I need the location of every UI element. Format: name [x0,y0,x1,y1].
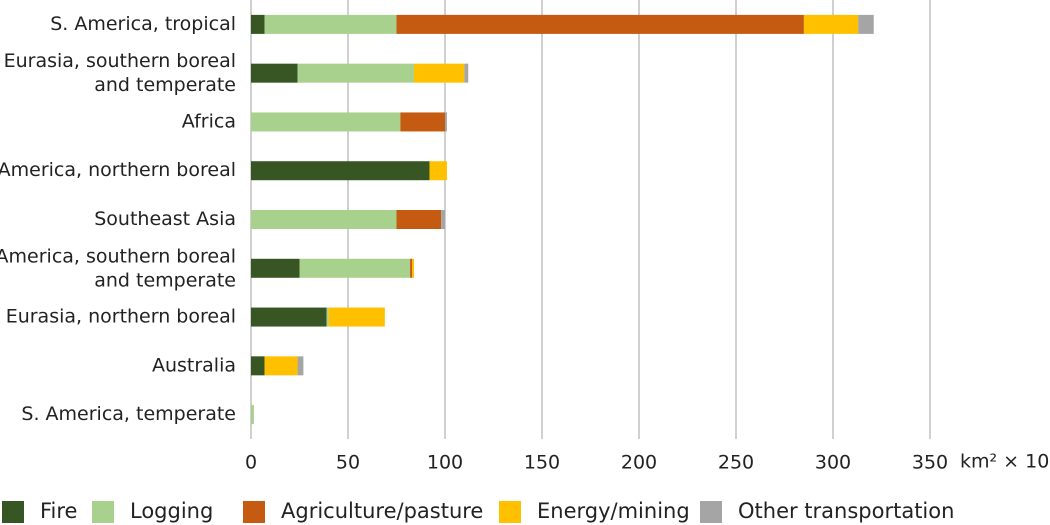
x-tick-label: 200 [621,452,657,474]
bar-segment [251,258,300,278]
bar-segment [251,14,265,34]
legend-swatch [243,501,265,523]
x-tick-label: 300 [815,452,851,474]
bar-segment [251,356,265,376]
legend-label: Fire [40,499,77,523]
legend-swatch [2,501,24,523]
legend-swatch [700,501,722,523]
bar-segment [441,210,445,229]
x-tick-label: 0 [245,452,257,474]
bar-segment [251,307,327,327]
y-tick-label: Southeast Asia [94,208,236,230]
bar-segment [396,14,804,34]
bar-segment [396,210,442,229]
legend-label: Energy/mining [537,499,690,523]
y-tick-label: S. America, temperate [21,403,236,425]
bar-segment [297,356,304,376]
bar-segment [264,14,397,34]
bar-segment [858,14,874,34]
bar-segment [413,63,465,83]
bar-segment [410,258,413,278]
bar-segment [251,63,298,83]
y-tick-label: Eurasia, southern boreal and temperate [4,50,236,96]
y-tick-label: Eurasia, northern boreal [6,306,236,328]
x-tick-label: 50 [336,452,360,474]
legend-swatch [92,501,114,523]
y-tick-label: Africa [182,110,236,132]
bar-segment [251,161,430,181]
y-tick-label: N. America, northern boreal [0,159,236,181]
bar-segment [464,63,469,83]
y-tick-label: S. America, tropical [50,13,236,35]
x-tick-label: 250 [718,452,754,474]
bar-segment [251,405,254,425]
bar-segment [400,112,445,132]
bar-segment [326,307,329,327]
x-axis-title: km² × 10³ [960,451,1050,473]
legend-label: Other transportation [738,499,954,523]
y-tick-label: Australia [152,354,236,376]
x-tick-label: 150 [524,452,560,474]
bar-segment [264,356,298,376]
bar-segment [297,63,414,83]
legend-label: Agriculture/pasture [281,499,483,523]
x-tick-label: 350 [912,452,948,474]
bar-segment [445,112,447,132]
bar-segment [251,112,401,132]
bar-segment [251,210,397,229]
legend-swatch [499,501,521,523]
bar-segment [328,307,385,327]
bar-segment [803,14,859,34]
bar-segment [299,258,411,278]
bar-segment [429,161,447,181]
x-tick-label: 100 [427,452,463,474]
bar-segment [412,258,414,278]
legend-label: Logging [130,499,213,523]
